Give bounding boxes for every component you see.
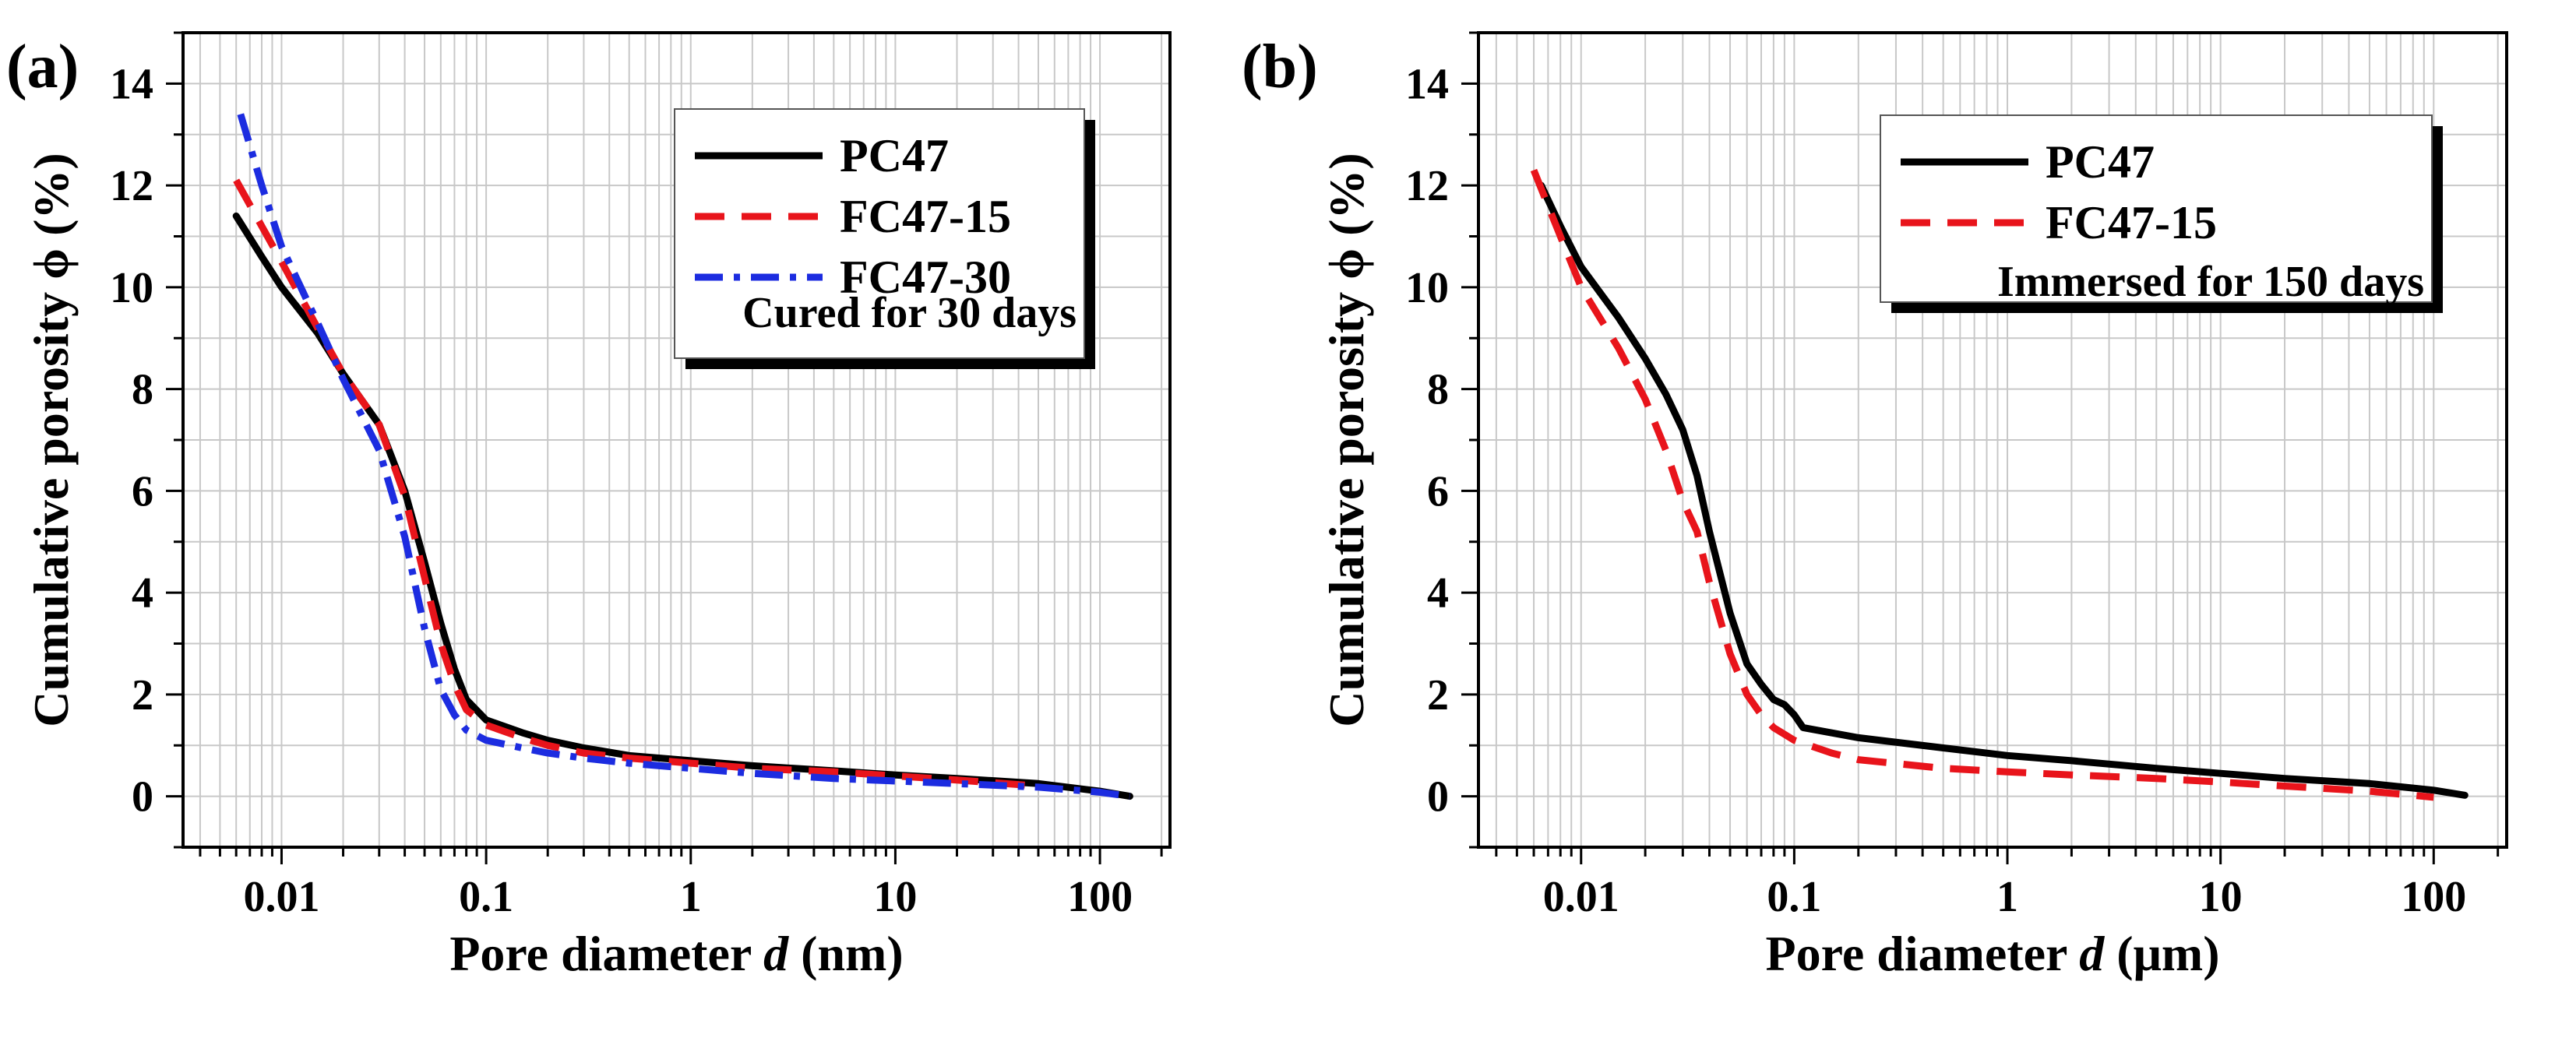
legend-annotation: Cured for 30 days [742,289,1077,337]
y-tick-label: 8 [1427,366,1449,414]
x-tick-label: 1 [1996,873,2018,921]
series-line-fc47-30 [237,113,1131,800]
x-tick-label: 100 [2401,873,2466,921]
x-axis-title: Pore diameter d (nm) [449,926,903,981]
y-axis-title: Cumulative porosity ϕ (%) [1319,153,1374,727]
legend-label-pc47: PC47 [2046,136,2155,188]
legend-annotation: Immersed for 150 days [1997,258,2424,306]
series-line-fc47-15 [1530,168,2434,801]
y-tick-label: 14 [1405,60,1449,108]
x-axis-title-prefix: Pore diameter [1765,926,2079,981]
legend-label-fc47-15: FC47-15 [840,191,1011,242]
panel-a-series [232,113,1133,800]
y-tick-label: 8 [132,366,153,414]
panel-label: (b) [1242,33,1318,101]
y-tick-label: 10 [1405,264,1449,312]
panel-a-y-axis: 0 2 4 6 8 10 12 14 [110,31,183,849]
x-tick-label: 0.01 [243,873,319,921]
panel-a: 0.01 0.1 1 10 100 0 2 4 6 8 10 12 14 Pore diameter d … [6,31,1172,981]
panel-b-y-axis: 0 2 4 6 8 10 12 14 [1405,31,1478,849]
y-tick-label: 6 [1427,467,1449,515]
y-tick-label: 6 [132,467,153,515]
x-axis-title-variable: d [2079,926,2105,981]
y-tick-label: 2 [1427,671,1449,719]
legend-label-fc47-15: FC47-15 [2046,197,2217,248]
y-tick-label: 12 [1405,162,1449,210]
x-axis-title-prefix: Pore diameter [449,926,763,981]
panel-b-legend: PC47 FC47-15 Immersed for 150 days [1880,114,2443,313]
y-tick-label: 0 [1427,773,1449,822]
panel-b-x-axis: 0.01 0.1 1 10 100 [1495,847,2500,921]
x-axis-title-unit: (nm) [788,926,904,981]
panel-b-grid [1478,32,2507,848]
x-tick-label: 0.1 [459,873,513,921]
y-tick-label: 12 [110,162,153,210]
x-tick-label: 0.1 [1767,873,1821,921]
x-tick-label: 100 [1067,873,1133,921]
series-line-fc47-15 [233,178,1039,790]
x-axis-title: Pore diameter d (μm) [1765,926,2219,981]
y-tick-label: 4 [1427,569,1449,617]
panel-a-x-axis: 0.01 0.1 1 10 100 [199,847,1163,921]
x-tick-label: 10 [873,873,917,921]
x-tick-label: 0.01 [1543,873,1619,921]
y-tick-label: 2 [132,671,153,719]
x-axis-title-unit: (μm) [2104,926,2219,981]
y-tick-label: 4 [132,569,153,617]
series-line-pc47 [1538,181,2469,799]
y-tick-label: 10 [110,264,153,312]
y-axis-title: Cumulative porosity ϕ (%) [23,153,79,727]
y-tick-label: 14 [110,60,153,108]
x-tick-label: 1 [680,873,702,921]
legend-box [1880,114,2433,303]
panel-b: 0.01 0.1 1 10 100 0 2 4 6 8 10 12 14 Pore diameter d … [1242,31,2508,981]
legend-label-pc47: PC47 [840,130,949,181]
y-tick-label: 0 [132,773,153,822]
x-tick-label: 10 [2199,873,2243,921]
x-axis-title-variable: d [763,926,789,981]
panel-b-series [1530,168,2469,801]
panel-label: (a) [6,33,79,101]
legend-label-fc47-30: FC47-30 [840,252,1011,303]
legend-box [674,108,1085,359]
